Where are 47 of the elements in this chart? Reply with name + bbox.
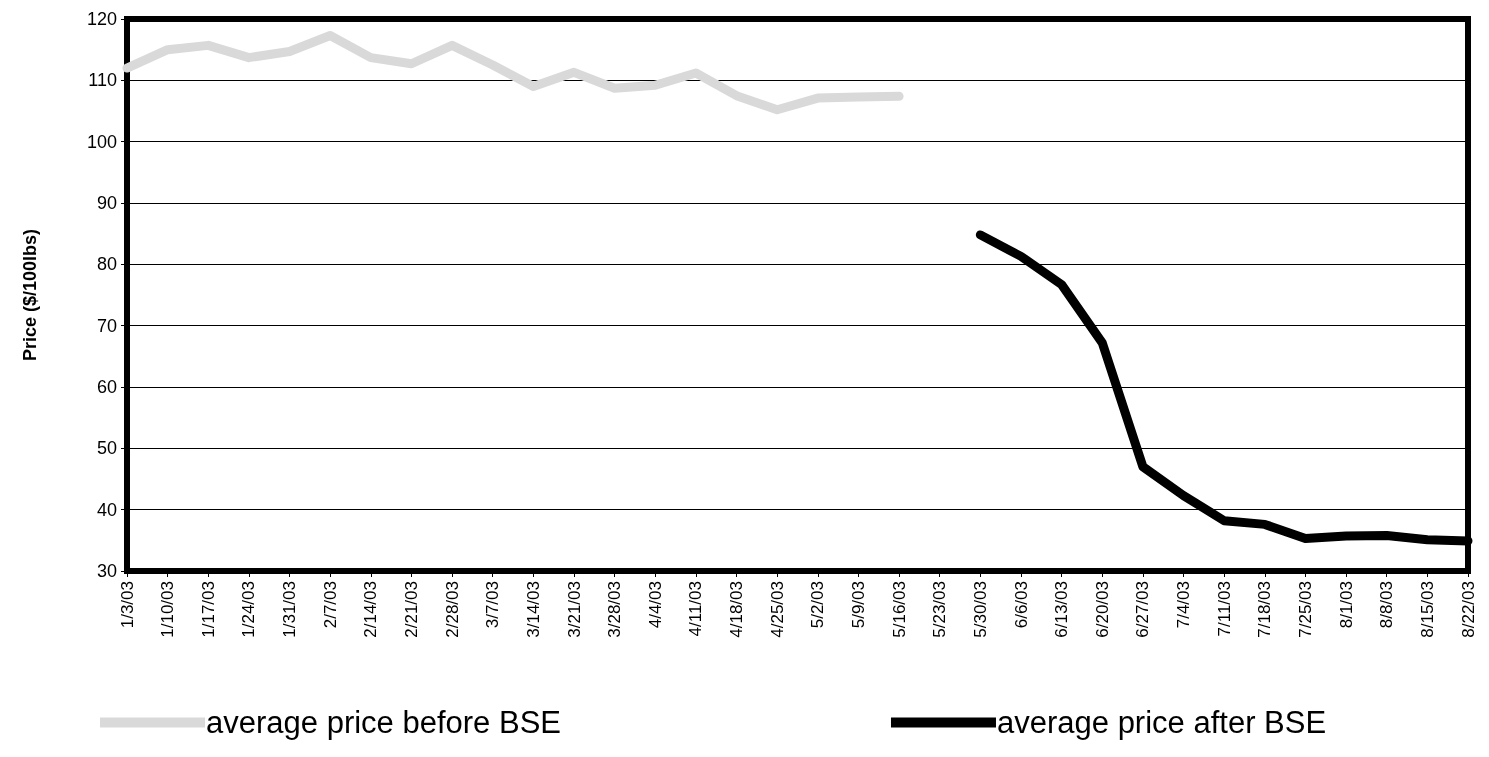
- x-tick-label: 2/21/03: [401, 581, 421, 638]
- x-tick-label: 4/11/03: [686, 581, 706, 637]
- y-tick-label: 100: [86, 131, 117, 152]
- x-tick-label: 3/21/03: [564, 581, 584, 638]
- x-tick-label: 1/24/03: [239, 581, 259, 638]
- x-tick-label: 4/25/03: [767, 581, 787, 638]
- x-tick-label: 6/20/03: [1092, 581, 1112, 638]
- x-tick-label: 8/1/03: [1336, 581, 1356, 629]
- x-tick-label: 7/11/03: [1214, 581, 1234, 637]
- x-tick-label: 1/31/03: [280, 581, 300, 638]
- legend-label: average price before BSE: [206, 705, 561, 740]
- x-tick-label: 5/30/03: [970, 581, 990, 638]
- x-tick-label: 5/23/03: [930, 581, 950, 638]
- x-tick-label: 8/8/03: [1377, 581, 1397, 629]
- x-tick-label: 3/14/03: [523, 581, 543, 638]
- x-tick-label: 8/22/03: [1458, 581, 1478, 638]
- x-tick-label: 7/4/03: [1174, 581, 1194, 629]
- x-tick-label: 1/3/03: [117, 581, 137, 629]
- x-tick-label: 5/9/03: [848, 581, 868, 629]
- y-tick-label: 70: [96, 315, 117, 336]
- y-tick-label: 60: [96, 377, 117, 397]
- x-tick-label: 1/17/03: [198, 581, 218, 638]
- y-tick-label: 30: [96, 561, 117, 581]
- x-tick-label: 4/4/03: [645, 581, 665, 629]
- y-tick-label: 90: [96, 193, 117, 213]
- x-tick-label: 8/15/03: [1417, 581, 1437, 638]
- legend-label: average price after BSE: [996, 705, 1327, 740]
- y-tick-label: 120: [86, 9, 117, 29]
- y-tick-label: 80: [96, 254, 117, 275]
- x-tick-label: 6/13/03: [1052, 581, 1072, 638]
- x-tick-label: 7/25/03: [1295, 581, 1315, 638]
- x-tick-label: 2/7/03: [320, 581, 340, 629]
- x-tick-label: 6/27/03: [1133, 581, 1153, 638]
- x-tick-label: 5/2/03: [808, 581, 828, 629]
- y-tick-label: 50: [96, 438, 117, 459]
- x-tick-label: 4/18/03: [727, 581, 747, 638]
- x-tick-label: 5/16/03: [889, 581, 909, 638]
- x-tick-label: 2/28/03: [442, 581, 462, 638]
- x-tick-label: 7/18/03: [1255, 581, 1275, 638]
- y-tick-label: 110: [88, 70, 117, 91]
- x-tick-label: 6/6/03: [1011, 581, 1031, 629]
- x-tick-label: 3/28/03: [605, 581, 625, 638]
- x-tick-label: 1/10/03: [158, 581, 178, 638]
- y-axis-title: Price ($/100lbs): [20, 228, 40, 362]
- x-tick-label: 2/14/03: [361, 581, 381, 638]
- y-tick-label: 40: [96, 499, 117, 520]
- x-tick-label: 3/7/03: [483, 581, 503, 629]
